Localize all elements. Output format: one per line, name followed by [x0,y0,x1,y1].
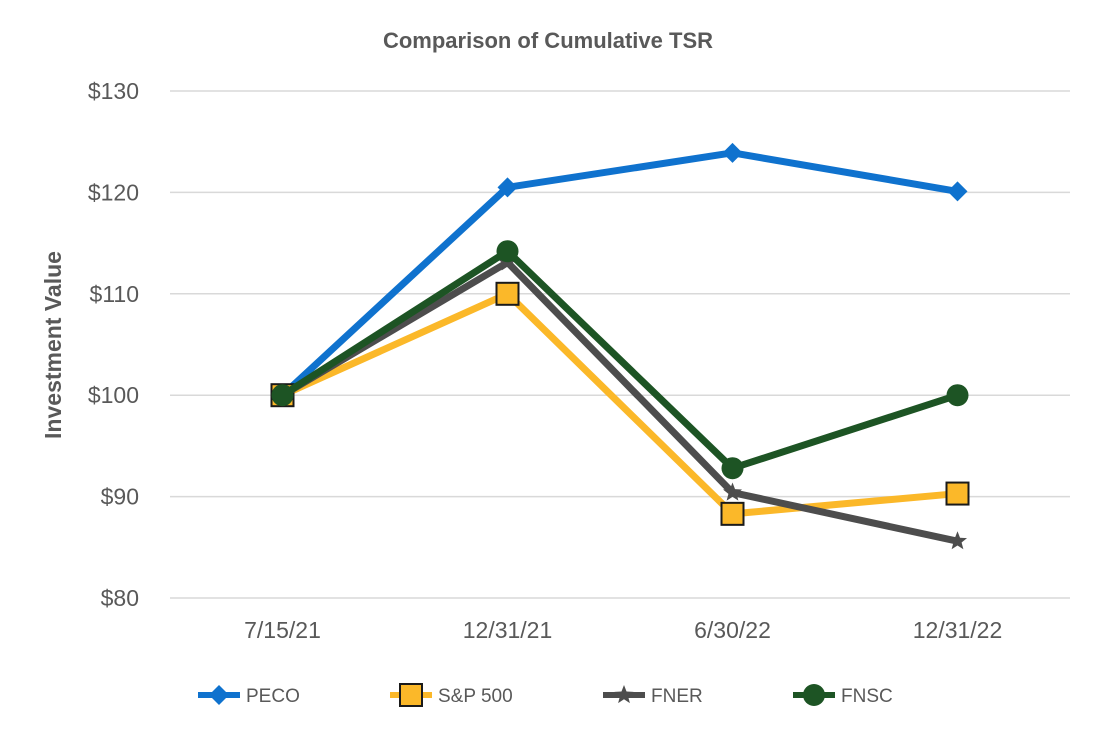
data-point-peco [947,181,968,202]
legend-item-fner: FNER [603,685,703,707]
data-point-s-p-500 [495,281,520,306]
y-tick-label: $120 [88,179,139,205]
legend-label: FNSC [841,686,893,707]
series-line-fner [279,258,961,545]
data-point-fnsc [496,240,519,263]
data-point-fner [947,531,968,550]
legend-item-s-p-500: S&P 500 [390,683,513,707]
data-point-fnsc [946,384,969,407]
series-line-peco [279,149,961,399]
x-tick-label: 12/31/21 [463,617,553,643]
legend-label: FNER [651,686,703,707]
y-tick-label: $80 [101,585,139,611]
data-point-fnsc [721,457,744,480]
series-line-s-p-500 [279,290,961,518]
data-point-fner [722,482,743,501]
chart-title: Comparison of Cumulative TSR [383,28,713,53]
series-peco [272,142,968,406]
series-fnsc [271,240,969,480]
y-axis-label: Investment Value [40,251,66,439]
legend-marker-fner [614,685,634,704]
y-axis-ticks: $80 $90 $100 $110 $120 $130 [88,78,139,611]
data-point-s-p-500 [945,481,970,506]
data-point-peco [722,142,743,163]
legend: PECO S&P 500 FNER FNSC [198,683,893,707]
legend-item-peco: PECO [198,685,300,707]
y-tick-label: $130 [88,78,139,104]
gridlines [170,90,1070,599]
x-axis-ticks: 7/15/21 12/31/21 6/30/22 12/31/22 [244,617,1002,643]
y-tick-label: $90 [101,484,139,510]
y-tick-label: $100 [88,382,139,408]
x-tick-label: 12/31/22 [913,617,1003,643]
legend-marker-s-p-500 [399,683,423,707]
series-line-fnsc [279,247,961,472]
legend-marker-fnsc [803,684,825,706]
x-tick-label: 7/15/21 [244,617,321,643]
series-layer [270,142,970,550]
legend-item-fnsc: FNSC [793,684,893,707]
legend-marker-peco [209,685,229,705]
data-point-fnsc [271,384,294,407]
y-tick-label: $110 [90,281,139,307]
x-tick-label: 6/30/22 [694,617,771,643]
legend-label: S&P 500 [438,686,513,707]
data-point-s-p-500 [720,501,745,526]
data-point-peco [497,177,518,198]
series-s-p-500 [270,281,970,526]
legend-label: PECO [246,686,300,707]
